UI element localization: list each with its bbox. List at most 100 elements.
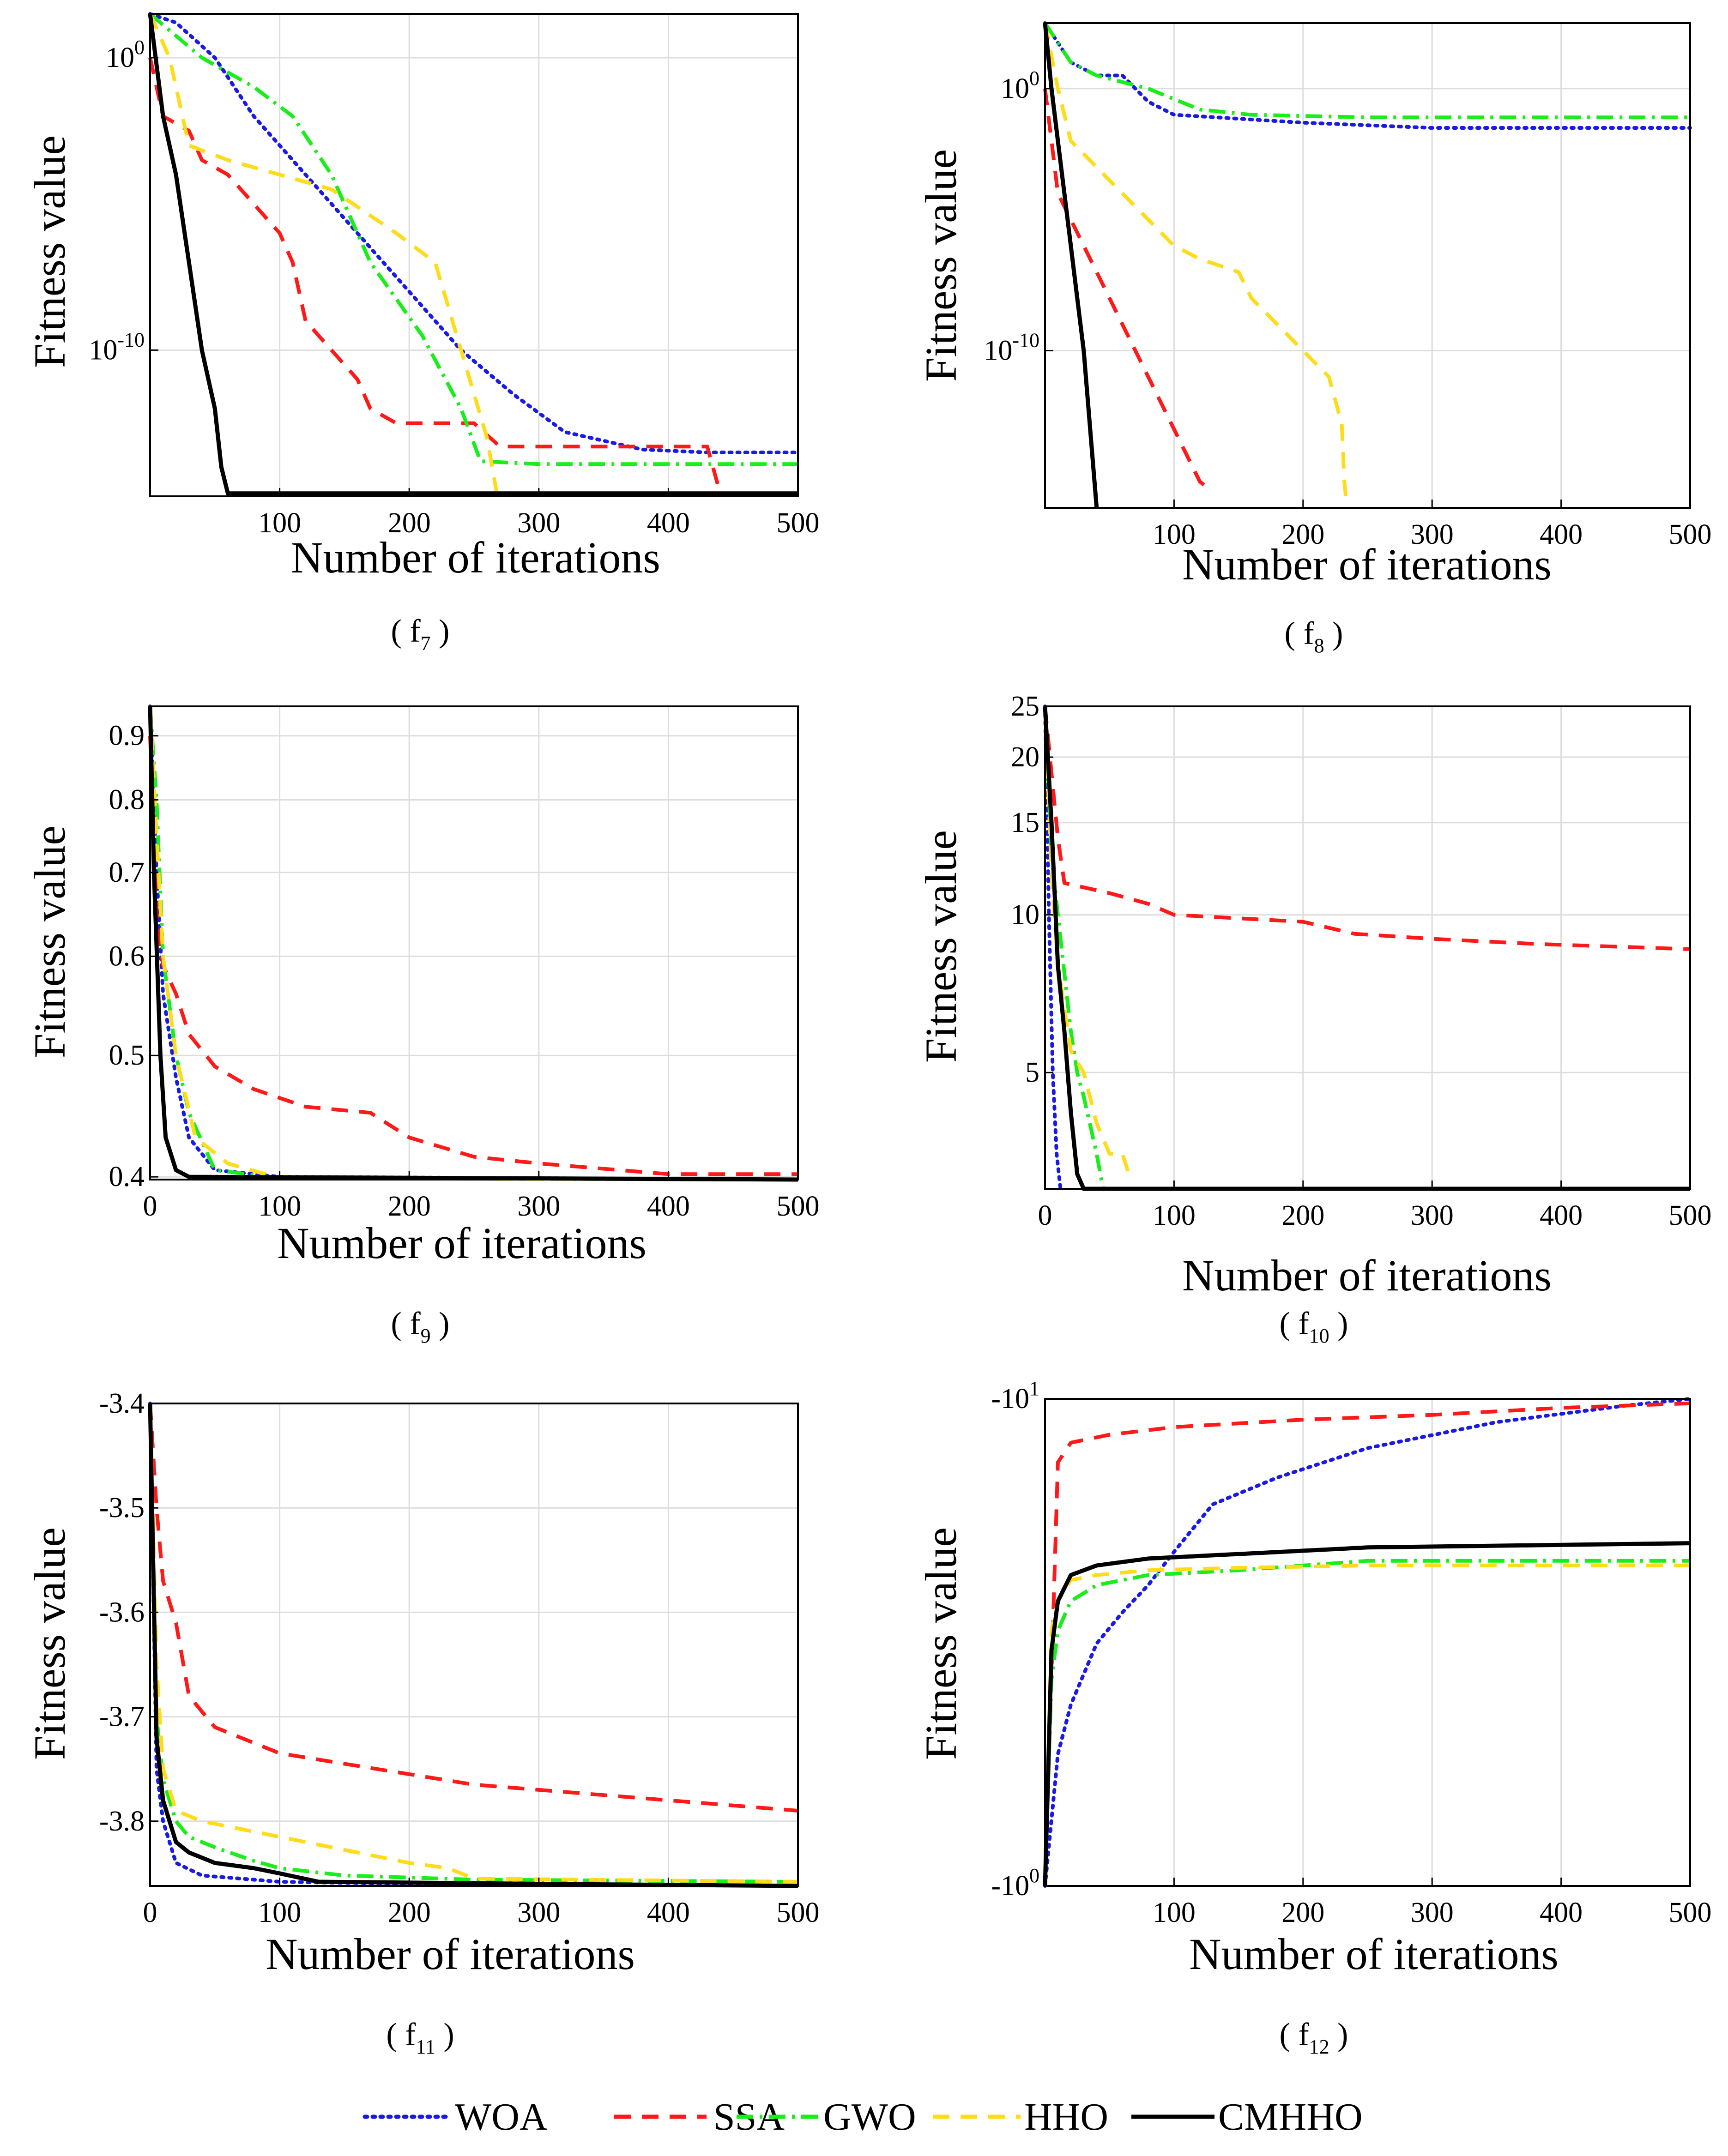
x-axis-label: Number of iterations [266, 1929, 635, 1979]
y-tick-label: -3.7 [99, 1701, 145, 1733]
x-tick-label: 100 [258, 1897, 301, 1928]
series-line-hho [148, 1403, 798, 1884]
x-tick-label: 400 [647, 1191, 690, 1222]
x-tick-label: 400 [1540, 519, 1583, 550]
plot-area [150, 1403, 798, 1886]
chart-panel-1: 100 200 300 400 500 100 10-10 Number of iterati… [25, 12, 820, 655]
series-line-hho [148, 13, 499, 497]
y-tick-label: 10-10 [984, 329, 1039, 366]
x-tick-label: 0 [143, 1191, 157, 1222]
series-line-woa [1043, 705, 1063, 1191]
plot-area [150, 706, 798, 1180]
y-tick-label: 25 [1011, 691, 1039, 722]
series-line-woa [1043, 1397, 1692, 1888]
y-tick-label: 10-10 [89, 328, 145, 366]
x-tick-label: 300 [517, 1897, 560, 1928]
y-tick-label: 100 [106, 36, 145, 73]
y-axis-label: Fitness value [916, 149, 966, 382]
plot-area [1045, 23, 1690, 508]
axes-frame [1044, 705, 1691, 1190]
x-tick-label: 500 [777, 1897, 820, 1928]
y-tick-label: 0.9 [109, 720, 145, 752]
x-tick-label: 400 [1540, 1200, 1583, 1231]
x-tick-label: 200 [388, 1897, 431, 1928]
series-line-hho [148, 706, 798, 1181]
x-tick-label: 200 [1281, 519, 1324, 550]
y-tick-label: 0.7 [109, 857, 145, 888]
y-tick-label: -101 [991, 1377, 1039, 1415]
x-tick-label: 300 [1411, 1200, 1454, 1231]
x-tick-label: 300 [517, 507, 560, 539]
y-tick-label: -3.8 [99, 1806, 145, 1837]
legend-label-cmhho: CMHHO [1218, 2096, 1363, 2138]
x-axis-label: Number of iterations [1189, 1929, 1559, 1979]
series-line-ssa [148, 57, 798, 495]
x-tick-label: 400 [647, 507, 690, 539]
x-tick-label: 100 [1153, 1897, 1196, 1928]
series-line-woa [148, 12, 800, 454]
series-line-cmhho [148, 1403, 798, 1888]
panel-caption: ( f8 ) [1285, 616, 1343, 657]
panel-caption: ( f12 ) [1280, 2017, 1348, 2058]
x-tick-label: 400 [647, 1897, 690, 1928]
series-line-gwo [148, 1403, 798, 1884]
series-line-cmhho [1043, 23, 1099, 508]
x-tick-label: 500 [777, 507, 820, 539]
x-tick-label: 200 [388, 1191, 431, 1222]
chart-panel-6: 100 200 300 400 500 -100 -101 Number of iterati… [916, 1377, 1712, 2058]
legend-label-woa: WOA [455, 2096, 548, 2138]
y-tick-label: -100 [991, 1864, 1039, 1902]
y-tick-label: 5 [1025, 1057, 1039, 1088]
x-tick-label: 500 [1669, 519, 1712, 550]
y-tick-label: 100 [1001, 67, 1039, 104]
series-line-ssa [1043, 706, 1691, 951]
legend: WOA SSA GWO HHO CMHHO [363, 2096, 1363, 2138]
panel-caption: ( f11 ) [386, 2017, 454, 2058]
x-tick-label: 400 [1540, 1897, 1583, 1928]
plot-area [1045, 1399, 1690, 1886]
x-axis-label: Number of iterations [1182, 540, 1552, 589]
chart-panel-3: 0 100 200 300 400 500 0.4 0.5 0.6 0.7 0.8 0.9 Number… [25, 705, 820, 1347]
x-axis-label: Number of iterations [1182, 1251, 1552, 1300]
plot-area [150, 14, 798, 496]
x-tick-label: 200 [1281, 1200, 1324, 1231]
series-line-gwo [1043, 706, 1105, 1189]
x-tick-label: 100 [258, 1191, 301, 1222]
x-tick-label: 100 [1153, 519, 1196, 550]
panel-caption: ( f10 ) [1280, 1306, 1348, 1347]
chart-panel-4: 0 100 200 300 400 500 5 10 15 20 25 Number of itera… [916, 691, 1712, 1347]
y-tick-label: 0.5 [109, 1040, 145, 1071]
x-tick-label: 500 [1669, 1897, 1712, 1928]
axes-frame [149, 1403, 799, 1887]
x-tick-label: 200 [388, 507, 431, 539]
chart-panel-2: 100 200 300 400 500 100 10-10 Number of iterati… [916, 21, 1712, 657]
chart-panel-5: 0 100 200 300 400 500 -3.4 -3.5 -3.6 -3.7 -3.8 Numb… [25, 1388, 820, 2058]
y-axis-label: Fitness value [25, 1527, 74, 1760]
x-tick-label: 500 [1669, 1200, 1712, 1231]
series-line-cmhho [148, 13, 798, 496]
panel-caption: ( f9 ) [391, 1306, 450, 1347]
y-axis-label: Fitness value [25, 825, 74, 1058]
x-tick-label: 100 [1153, 1200, 1196, 1231]
x-tick-label: 500 [777, 1191, 820, 1222]
panel-caption: ( f7 ) [391, 614, 450, 655]
x-tick-label: 0 [1038, 1200, 1052, 1231]
series-line-cmhho [1043, 706, 1690, 1191]
legend-label-gwo: GWO [823, 2096, 916, 2138]
axes-frame [149, 13, 799, 497]
y-axis-label: Fitness value [916, 830, 966, 1063]
x-tick-label: 300 [1411, 1897, 1454, 1928]
y-tick-label: -3.4 [99, 1388, 145, 1419]
axes-frame [149, 705, 799, 1180]
y-tick-label: 15 [1011, 807, 1039, 838]
y-tick-label: 0.6 [109, 940, 145, 972]
y-tick-label: 0.8 [109, 784, 145, 815]
y-tick-label: 10 [1011, 899, 1039, 931]
x-axis-label: Number of iterations [277, 1218, 646, 1268]
axes-frame [1044, 1398, 1691, 1887]
x-axis-label: Number of iterations [291, 533, 660, 582]
x-tick-label: 300 [517, 1191, 560, 1222]
y-tick-label: -3.5 [99, 1492, 145, 1524]
